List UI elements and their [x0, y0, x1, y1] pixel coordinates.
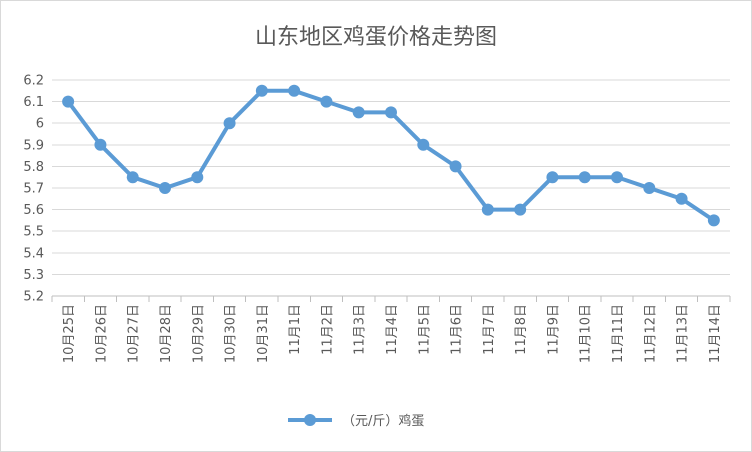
data-point: [707, 214, 720, 227]
data-point: [159, 182, 171, 194]
data-point: [546, 171, 559, 184]
legend-marker: [304, 414, 316, 426]
y-tick-label: 5.9: [23, 138, 44, 153]
data-point: [352, 106, 365, 119]
y-tick-label: 5.7: [23, 182, 44, 197]
y-tick-label: 6.2: [23, 74, 44, 89]
y-axis: 5.2 5.3 5.4 5.5 5.6 5.7 5.8 5.9 6 6.1 6.2: [23, 74, 44, 305]
y-tick-label: 6: [36, 117, 44, 132]
y-tick-label: 6.1: [23, 95, 44, 110]
x-axis: 10月25日 10月26日 10月27日 10月28日 10月29日 10月30日 10月3…: [51, 295, 731, 363]
x-tick-label: 10月31日: [256, 304, 271, 363]
legend-label: （元/斤）鸡蛋: [342, 413, 424, 429]
y-tick-label: 5.5: [23, 225, 44, 240]
x-tick-label: 11月2日: [320, 304, 335, 355]
data-point: [385, 106, 397, 119]
x-tick-label: 10月30日: [224, 304, 239, 363]
chart-title: 山东地区鸡蛋价格走势图: [255, 25, 497, 50]
data-point: [223, 117, 236, 130]
series-layer: [62, 84, 720, 227]
data-point: [62, 95, 75, 108]
y-tick-label: 5.8: [23, 160, 44, 175]
data-point: [578, 171, 591, 184]
data-point: [514, 203, 527, 216]
x-tick-label: 11月14日: [708, 304, 723, 363]
x-tick-label: 11月11日: [611, 304, 626, 363]
x-tick-label: 11月9日: [546, 304, 561, 355]
data-point: [449, 160, 462, 173]
data-point: [94, 138, 107, 151]
y-tick-label: 5.6: [23, 203, 44, 218]
gridlines: [52, 79, 730, 275]
x-tick-label: 11月3日: [353, 304, 368, 355]
x-tick-label: 11月1日: [288, 304, 303, 355]
x-tick-label: 10月26日: [94, 304, 109, 363]
data-point: [191, 171, 204, 184]
data-point: [255, 84, 268, 97]
x-tick-label: 11月7日: [482, 304, 497, 355]
data-point: [481, 203, 494, 216]
legend: （元/斤）鸡蛋: [288, 413, 424, 429]
x-tick-label: 11月6日: [450, 304, 465, 355]
data-point: [675, 192, 688, 205]
data-point: [320, 95, 333, 108]
x-tick-label: 11月13日: [676, 304, 691, 363]
data-point: [288, 84, 301, 97]
x-tick-label: 10月27日: [127, 304, 142, 363]
x-tick-label: 11月10日: [579, 304, 594, 363]
data-point: [126, 171, 139, 184]
data-point: [417, 138, 430, 151]
x-tick-label: 11月4日: [385, 304, 400, 355]
x-tick-label: 11月5日: [417, 304, 432, 355]
x-tick-label: 10月25日: [62, 304, 77, 363]
x-tick-label: 10月29日: [191, 304, 206, 363]
x-tick-label: 11月8日: [514, 304, 529, 355]
y-tick-label: 5.4: [23, 246, 44, 261]
y-tick-label: 5.2: [23, 290, 44, 305]
x-tick-label: 10月28日: [159, 304, 174, 363]
data-point: [643, 182, 656, 194]
data-point: [611, 171, 623, 184]
x-tick-label: 11月12日: [643, 304, 658, 363]
y-tick-label: 5.3: [23, 268, 44, 283]
